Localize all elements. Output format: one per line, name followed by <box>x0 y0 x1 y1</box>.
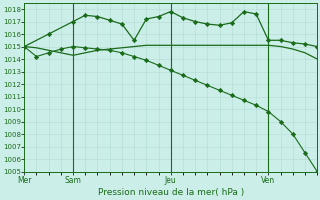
X-axis label: Pression niveau de la mer( hPa ): Pression niveau de la mer( hPa ) <box>98 188 244 197</box>
